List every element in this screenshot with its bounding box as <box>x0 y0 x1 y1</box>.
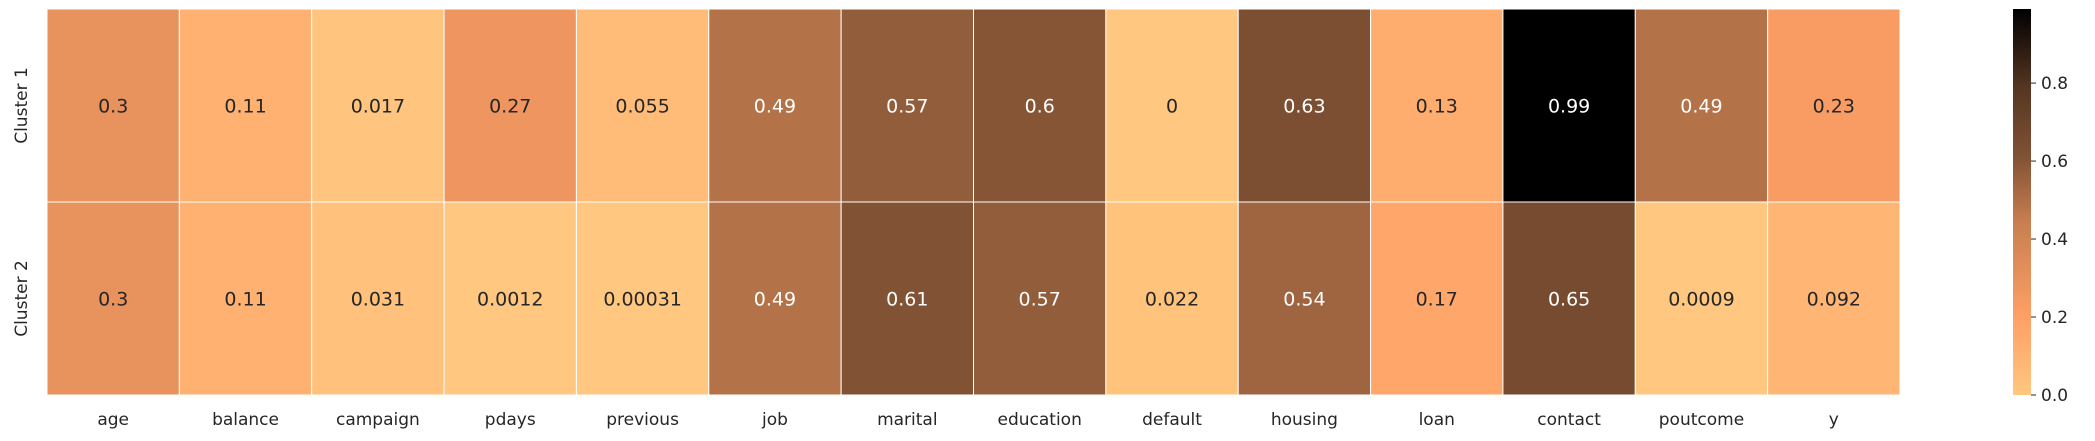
y-tick-label-1: Cluster 2 <box>12 260 32 337</box>
cell-annotation-0-9: 0.63 <box>1283 96 1325 118</box>
cell-annotation-1-2: 0.031 <box>351 289 405 311</box>
colorbar-tick-label-4: 0.8 <box>2041 74 2068 94</box>
heatmap-annotations: 0.3 0.11 0.017 0.27 0.055 0.49 0.57 0.6 0 0.63 0.1… <box>98 96 1861 311</box>
cell-annotation-0-8: 0 <box>1166 96 1178 118</box>
heatmap-cells <box>46 8 1901 396</box>
x-tick-label-11: contact <box>1537 410 1601 430</box>
heatmap-cell-0-5 <box>708 8 842 203</box>
cell-annotation-0-7: 0.6 <box>1025 96 1055 118</box>
x-tick-label-10: loan <box>1419 410 1455 430</box>
x-tick-label-8: default <box>1142 410 1202 430</box>
x-tick-label-0: age <box>97 410 129 430</box>
heatmap-cell-1-4 <box>575 201 710 396</box>
x-tick-label-5: job <box>761 410 788 430</box>
y-tick-label-0: Cluster 1 <box>12 67 32 144</box>
heatmap-cell-0-7 <box>973 8 1107 203</box>
cell-annotation-1-10: 0.17 <box>1416 289 1458 311</box>
colorbar-tick-label-0: 0.0 <box>2041 386 2068 406</box>
heatmap-cell-1-1 <box>178 201 313 396</box>
cell-annotation-0-10: 0.13 <box>1416 96 1458 118</box>
heatmap-cell-1-5 <box>708 201 842 396</box>
cell-annotation-0-12: 0.49 <box>1680 96 1722 118</box>
heatmap-cell-0-9 <box>1237 8 1372 203</box>
heatmap-cell-1-7 <box>973 201 1107 396</box>
x-tick-label-9: housing <box>1271 410 1338 430</box>
cell-annotation-1-11: 0.65 <box>1548 289 1590 311</box>
colorbar-tick-label-2: 0.4 <box>2041 230 2068 250</box>
heatmap-cell-1-13 <box>1767 201 1901 396</box>
cell-annotation-0-3: 0.27 <box>489 96 531 118</box>
colorbar-tick-label-3: 0.6 <box>2041 152 2068 172</box>
heatmap-cell-1-12 <box>1634 201 1769 396</box>
cell-annotation-1-5: 0.49 <box>754 289 796 311</box>
cell-annotation-1-4: 0.00031 <box>603 289 682 311</box>
cell-annotation-0-6: 0.57 <box>886 96 928 118</box>
cell-annotation-0-4: 0.055 <box>615 96 669 118</box>
cell-annotation-1-0: 0.3 <box>98 289 128 311</box>
cell-annotation-0-1: 0.11 <box>224 96 266 118</box>
cell-annotation-1-6: 0.61 <box>886 289 928 311</box>
heatmap-cell-0-1 <box>178 8 313 203</box>
cell-annotation-1-1: 0.11 <box>224 289 266 311</box>
cell-annotation-1-3: 0.0012 <box>477 289 543 311</box>
x-tick-label-3: pdays <box>485 410 536 430</box>
cell-annotation-0-11: 0.99 <box>1548 96 1590 118</box>
x-tick-label-2: campaign <box>336 410 420 430</box>
heatmap-cell-0-6 <box>840 8 975 203</box>
x-tick-label-13: y <box>1829 410 1839 430</box>
heatmap-cell-0-0 <box>46 8 180 203</box>
cell-annotation-1-8: 0.022 <box>1145 289 1199 311</box>
x-axis-tick-labels: age balance campaign pdays previous job marita… <box>97 410 1839 430</box>
heatmap-cell-0-13 <box>1767 8 1901 203</box>
colorbar-tick-label-1: 0.2 <box>2041 308 2068 328</box>
x-tick-label-7: education <box>997 410 1081 430</box>
colorbar: 0.0 0.2 0.4 0.6 0.8 <box>2013 9 2068 406</box>
heatmap-cell-0-11 <box>1502 8 1636 203</box>
x-tick-label-12: poutcome <box>1659 410 1744 430</box>
cell-annotation-1-7: 0.57 <box>1019 289 1061 311</box>
cell-annotation-1-12: 0.0009 <box>1668 289 1734 311</box>
colorbar-gradient <box>2013 9 2031 395</box>
y-axis-tick-labels: Cluster 1 Cluster 2 <box>12 67 32 337</box>
heatmap-cell-1-11 <box>1502 201 1636 396</box>
heatmap-cell-0-12 <box>1634 8 1769 203</box>
cell-annotation-1-9: 0.54 <box>1283 289 1325 311</box>
cell-annotation-0-5: 0.49 <box>754 96 796 118</box>
heatmap-cell-1-3 <box>443 201 577 396</box>
heatmap-cell-0-4 <box>575 8 710 203</box>
cell-annotation-0-13: 0.23 <box>1813 96 1855 118</box>
heatmap-cell-1-8 <box>1105 201 1239 396</box>
cell-annotation-1-13: 0.092 <box>1807 289 1861 311</box>
x-tick-label-6: marital <box>877 410 938 430</box>
x-tick-label-4: previous <box>606 410 679 430</box>
heatmap-cell-1-0 <box>46 201 180 396</box>
x-tick-label-1: balance <box>212 410 279 430</box>
heatmap-cell-1-2 <box>311 201 445 396</box>
heatmap-cell-1-10 <box>1370 201 1504 396</box>
heatmap-cell-0-2 <box>311 8 445 203</box>
heatmap-cell-1-6 <box>840 201 975 396</box>
cell-annotation-0-0: 0.3 <box>98 96 128 118</box>
heatmap-cell-0-3 <box>443 8 577 203</box>
cell-annotation-0-2: 0.017 <box>351 96 405 118</box>
